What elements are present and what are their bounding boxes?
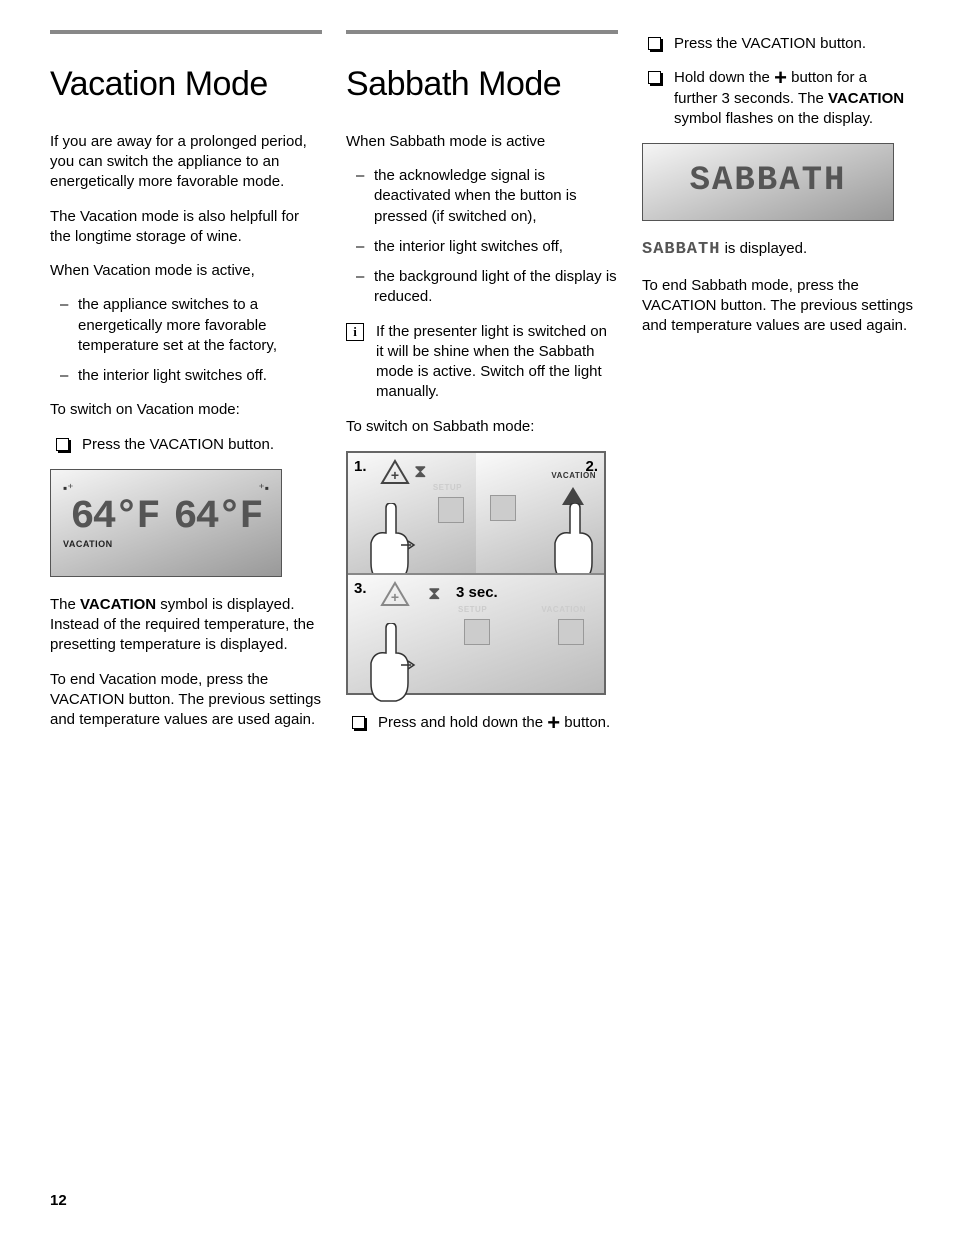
setup-label-faded: SETUP (433, 483, 462, 494)
paragraph: When Sabbath mode is active (346, 132, 618, 152)
step-3-cell: 3. ⧗ 3 sec. SETUP VACATION + (348, 575, 604, 693)
text: The (50, 596, 80, 613)
column-vacation: Vacation Mode If you are away for a prol… (50, 30, 322, 747)
three-sec-label: 3 sec. (456, 583, 498, 603)
step-2-cell: 2. VACATION (476, 453, 604, 573)
svg-text:+: + (391, 467, 399, 483)
step-1-cell: 1. ⧗ SETUP + (348, 453, 476, 573)
sabbath-steps-figure: 1. ⧗ SETUP + 2. VACATION (346, 451, 606, 695)
column-rule (346, 30, 618, 34)
text-bold: VACATION (828, 90, 904, 107)
plus-symbol: + (774, 65, 787, 90)
bullet-list: the acknowledge signal is deactivated wh… (346, 166, 618, 308)
sabbath-display-figure: SABBATH (642, 143, 894, 221)
step-number: 3. (354, 579, 367, 599)
paragraph: To switch on Sabbath mode: (346, 417, 618, 437)
checklist-item: Press and hold down the + button. (346, 713, 618, 733)
list-item: the interior light switches off, (346, 237, 618, 257)
temp-readout-2: 64°F (173, 498, 261, 538)
sabbath-inline-text: SABBATH (642, 240, 720, 259)
bullet-list: the appliance switches to a energeticall… (50, 295, 322, 386)
checklist-item: Press the VACATION button. (642, 34, 914, 54)
list-item: the interior light switches off. (50, 366, 322, 386)
paragraph: The Vacation mode is also helpfull for t… (50, 207, 322, 248)
temp-readout-1: 64°F (70, 498, 158, 538)
grey-button-icon (464, 619, 490, 645)
vacation-label-faded: VACATION (541, 605, 586, 616)
zone-icon-left: ▪⁺ (63, 480, 74, 496)
grey-button-icon (558, 619, 584, 645)
heading-vacation: Vacation Mode (50, 62, 322, 108)
hand-press-icon (366, 623, 416, 703)
zone-icon-right: ⁺▪ (258, 480, 269, 496)
paragraph: The VACATION symbol is displayed. Instea… (50, 595, 322, 656)
plus-arrow-icon: + (380, 459, 410, 485)
text: Press and hold down the (378, 714, 547, 731)
step-number: 1. (354, 457, 367, 477)
list-item: the background light of the display is r… (346, 267, 618, 308)
paragraph: To end Sabbath mode, press the VACATION … (642, 276, 914, 337)
hourglass-icon: ⧗ (428, 581, 441, 605)
hand-press-icon (366, 503, 416, 583)
vacation-label: VACATION (551, 471, 596, 482)
page-number: 12 (50, 1191, 67, 1211)
heading-sabbath: Sabbath Mode (346, 62, 618, 108)
paragraph: To end Vacation mode, press the VACATION… (50, 670, 322, 731)
grey-button-icon (490, 495, 516, 521)
paragraph: To switch on Vacation mode: (50, 400, 322, 420)
plus-symbol: + (547, 710, 560, 735)
grey-button-icon (438, 497, 464, 523)
checklist-item: Hold down the + button for a further 3 s… (642, 68, 914, 129)
display-top-icons: ▪⁺ ⁺▪ (63, 480, 269, 496)
info-note: If the presenter light is switched on it… (346, 322, 618, 403)
text: Hold down the (674, 69, 774, 86)
list-item: the acknowledge signal is deactivated wh… (346, 166, 618, 227)
list-item: the appliance switches to a energeticall… (50, 295, 322, 356)
text: is displayed. (720, 240, 807, 257)
hand-press-icon (550, 503, 600, 583)
sabbath-segment-text: SABBATH (690, 159, 847, 205)
paragraph: SABBATH is displayed. (642, 239, 914, 262)
column-rule (50, 30, 322, 34)
text: button. (560, 714, 610, 731)
vacation-display-figure: ▪⁺ ⁺▪ 64°F 64°F VACATION (50, 469, 282, 577)
column-sabbath: Sabbath Mode When Sabbath mode is active… (346, 30, 618, 747)
checklist-item: Press the VACATION button. (50, 435, 322, 455)
hourglass-icon: ⧗ (414, 459, 427, 483)
column-right: Press the VACATION button. Hold down the… (642, 30, 914, 747)
text-bold: VACATION (80, 596, 156, 613)
paragraph: When Vacation mode is active, (50, 261, 322, 281)
svg-text:+: + (391, 589, 399, 605)
paragraph: If you are away for a prolonged period, … (50, 132, 322, 193)
plus-arrow-icon: + (380, 581, 410, 607)
text: symbol flashes on the display. (674, 110, 873, 127)
